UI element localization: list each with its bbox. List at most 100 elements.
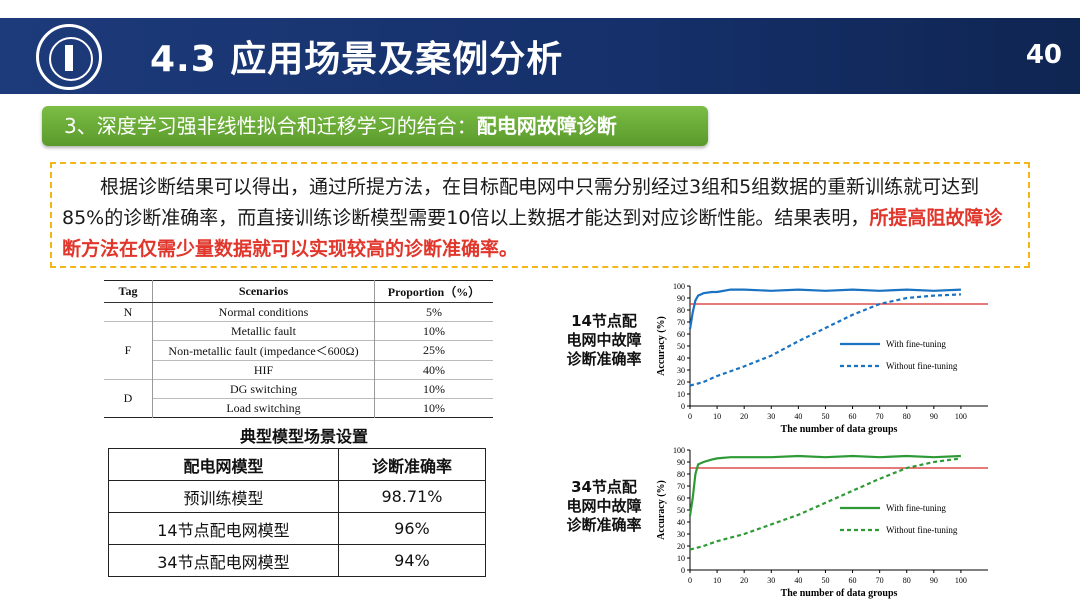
scenario-name: HIF <box>152 360 375 380</box>
scenario-header-proportion: Proportion（%） <box>374 280 493 303</box>
y-tick-label: 50 <box>677 506 685 515</box>
table-row: 14节点配电网模型 96% <box>108 512 487 545</box>
x-axis-label: The number of data groups <box>781 424 898 435</box>
chart-label-line: 34节点配 <box>571 478 637 496</box>
scenario-proportion: 10% <box>374 398 493 418</box>
chart2-label: 34节点配 电网中故障 诊断准确率 <box>564 478 644 535</box>
scenario-name: Non-metallic fault (impedance＜600Ω) <box>152 340 375 361</box>
legend-label: Without fine-tuning <box>886 525 958 535</box>
scenario-proportion: 40% <box>374 360 493 380</box>
chart-label-line: 14节点配 <box>571 312 637 330</box>
series-line <box>689 457 962 551</box>
accuracy-value: 98.71% <box>337 480 487 513</box>
scenario-header-scenarios: Scenarios <box>152 280 375 303</box>
x-tick-label: 50 <box>821 576 829 585</box>
table-row: Load switching 10% <box>104 398 493 418</box>
y-tick-label: 70 <box>677 318 685 327</box>
logo-emblem <box>65 45 73 71</box>
x-tick-label: 40 <box>794 576 802 585</box>
chart-label-line: 电网中故障 <box>566 497 642 515</box>
scenario-proportion: 10% <box>374 379 493 399</box>
accuracy-value: 94% <box>337 544 487 577</box>
y-tick-label: 100 <box>673 446 685 455</box>
y-axis-label: Accuracy (%) <box>656 316 667 376</box>
x-tick-label: 10 <box>713 576 721 585</box>
legend-label: With fine-tuning <box>886 503 946 513</box>
x-tick-label: 40 <box>794 412 802 421</box>
scenario-header-tag: Tag <box>104 280 153 303</box>
table-row: 34节点配电网模型 94% <box>108 544 487 577</box>
scenario-table-caption: 典型模型场景设置 <box>240 427 369 446</box>
conclusion-text: 根据诊断结果可以得出，通过所提方法，在目标配电网中只需分别经过3组和5组数据的重… <box>62 176 980 229</box>
chart1-label: 14节点配 电网中故障 诊断准确率 <box>564 312 644 369</box>
x-tick-label: 30 <box>767 576 775 585</box>
table-row: Non-metallic fault (impedance＜600Ω) 25% <box>104 340 493 361</box>
scenario-tag: F <box>104 321 153 380</box>
x-tick-label: 60 <box>849 412 857 421</box>
series-line <box>688 288 961 330</box>
x-axis-label: The number of data groups <box>781 588 898 599</box>
x-tick-label: 100 <box>955 576 967 585</box>
x-tick-label: 30 <box>767 412 775 421</box>
legend-label: With fine-tuning <box>886 339 946 349</box>
x-tick-label: 50 <box>821 412 829 421</box>
y-tick-label: 0 <box>681 402 685 411</box>
x-tick-label: 80 <box>903 412 911 421</box>
accuracy-header-model: 配电网模型 <box>108 448 339 481</box>
scenario-tag: D <box>104 379 153 418</box>
accuracy-header-value: 诊断准确率 <box>337 448 487 481</box>
scenario-name: Metallic fault <box>152 321 375 341</box>
x-tick-label: 10 <box>713 412 721 421</box>
section-prefix: 3、深度学习强非线性拟合和迁移学习的结合： <box>64 114 477 138</box>
table-row: HIF 40% <box>104 360 493 380</box>
scenario-proportion: 5% <box>374 302 493 322</box>
y-tick-label: 90 <box>677 458 685 467</box>
x-tick-label: 20 <box>740 576 748 585</box>
legend-label: Without fine-tuning <box>886 361 958 371</box>
university-logo <box>36 24 102 90</box>
y-tick-label: 10 <box>677 390 685 399</box>
scenario-name: DG switching <box>152 379 375 399</box>
y-tick-label: 30 <box>677 366 685 375</box>
scenario-table: Tag Scenarios Proportion（%） N Normal con… <box>104 280 493 418</box>
series-line <box>689 293 961 387</box>
table-row: D DG switching 10% <box>104 379 493 418</box>
section-bold: 配电网故障诊断 <box>476 114 617 138</box>
x-tick-label: 70 <box>876 576 884 585</box>
table-row: 预训练模型 98.71% <box>108 480 487 513</box>
chart-34-node: 0 10 20 30 40 50 60 70 80 90 100 0 10 20 30 40 50 60 70 80 9… <box>656 446 988 599</box>
y-tick-label: 90 <box>677 294 685 303</box>
x-tick-label: 90 <box>930 576 938 585</box>
x-tick-label: 100 <box>955 412 967 421</box>
x-tick-label: 90 <box>930 412 938 421</box>
scenario-proportion: 10% <box>374 321 493 341</box>
series-line <box>688 454 961 517</box>
y-tick-label: 60 <box>677 330 685 339</box>
scenario-proportion: 25% <box>374 340 493 361</box>
slide-title: 4.3 应用场景及案例分析 <box>150 39 564 80</box>
y-tick-label: 0 <box>681 566 685 575</box>
scenario-tag: N <box>104 302 153 322</box>
y-tick-label: 50 <box>677 342 685 351</box>
y-tick-label: 80 <box>677 470 685 479</box>
accuracy-model: 14节点配电网模型 <box>108 512 339 545</box>
y-tick-label: 60 <box>677 494 685 503</box>
chart-label-line: 电网中故障 <box>566 331 642 349</box>
x-tick-label: 20 <box>740 412 748 421</box>
table-row: F Metallic fault 10% <box>104 321 493 380</box>
y-tick-label: 100 <box>673 282 685 291</box>
conclusion-highlight: 所提高阻故障诊断方法在仅需少量数据就可以实现较高的诊断准确率。 <box>62 207 1003 260</box>
table-row: N Normal conditions 5% <box>104 302 493 322</box>
chart-14-node: 0 10 20 30 40 50 60 70 80 90 100 0 10 20 30 40 50 60 70 80 9… <box>656 282 988 435</box>
y-tick-label: 80 <box>677 306 685 315</box>
x-tick-label: 0 <box>688 412 692 421</box>
page-number: 40 <box>1025 40 1062 70</box>
y-axis-label: Accuracy (%) <box>656 480 667 540</box>
x-tick-label: 70 <box>876 412 884 421</box>
accuracy-model: 预训练模型 <box>108 480 339 513</box>
section-heading: 3、深度学习强非线性拟合和迁移学习的结合：配电网故障诊断 <box>42 106 708 146</box>
y-tick-label: 20 <box>677 378 685 387</box>
y-tick-label: 30 <box>677 530 685 539</box>
x-tick-label: 60 <box>849 576 857 585</box>
slide-header: 4.3 应用场景及案例分析 40 <box>0 18 1080 94</box>
